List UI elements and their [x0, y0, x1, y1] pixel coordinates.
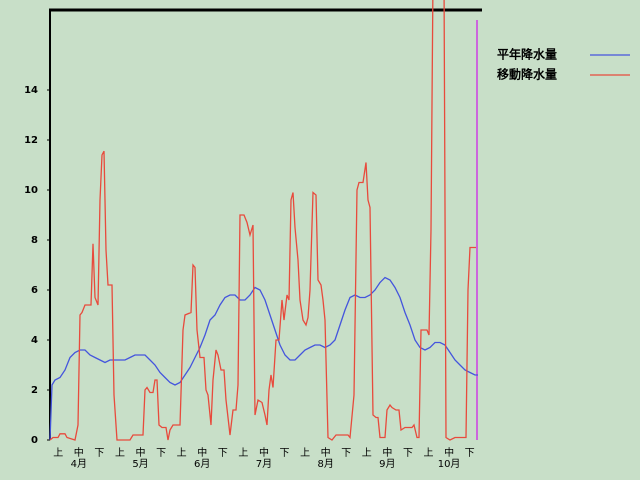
legend-label: 平年降水量 — [497, 47, 557, 62]
series-line — [49, 276, 478, 441]
x-tick-label: 上 — [300, 447, 310, 459]
x-tick-label: 上 — [53, 447, 63, 459]
y-tick-label: 8 — [31, 235, 38, 246]
month-label: 4月 — [71, 458, 87, 470]
x-tick-label: 中 — [197, 446, 207, 459]
x-tick-label: 下 — [465, 448, 475, 459]
y-tick-label: 14 — [24, 85, 38, 96]
month-label: 9月 — [379, 458, 395, 470]
x-tick-label: 上 — [115, 447, 125, 459]
x-tick-label: 上 — [177, 447, 187, 459]
x-tick-label: 上 — [238, 447, 248, 459]
month-label: 10月 — [438, 458, 461, 470]
x-tick-label: 中 — [444, 446, 454, 459]
month-label: 8月 — [317, 458, 333, 470]
x-tick-label: 下 — [156, 448, 166, 459]
legend-label: 移動降水量 — [497, 67, 557, 82]
x-tick-label: 中 — [74, 446, 84, 459]
x-tick-label: 下 — [403, 448, 413, 459]
y-tick-label: 0 — [31, 435, 38, 446]
series-line — [49, 0, 476, 441]
x-tick-label: 中 — [259, 446, 269, 459]
y-tick-label: 10 — [24, 185, 38, 196]
x-tick-label: 下 — [218, 448, 228, 459]
x-tick-label: 上 — [424, 447, 434, 459]
x-tick-label: 下 — [280, 448, 290, 459]
y-tick-label: 12 — [24, 135, 38, 146]
y-tick-label: 2 — [31, 385, 38, 396]
x-tick-label: 下 — [341, 448, 351, 459]
month-label: 5月 — [132, 458, 148, 470]
x-tick-label: 中 — [136, 446, 146, 459]
y-tick-label: 6 — [31, 285, 38, 296]
x-tick-label: 下 — [94, 448, 104, 459]
x-tick-label: 中 — [321, 446, 331, 459]
x-tick-label: 上 — [362, 447, 372, 459]
x-tick-label: 中 — [382, 446, 392, 459]
y-tick-label: 4 — [31, 335, 38, 346]
month-label: 6月 — [194, 458, 210, 470]
month-label: 7月 — [256, 458, 272, 470]
